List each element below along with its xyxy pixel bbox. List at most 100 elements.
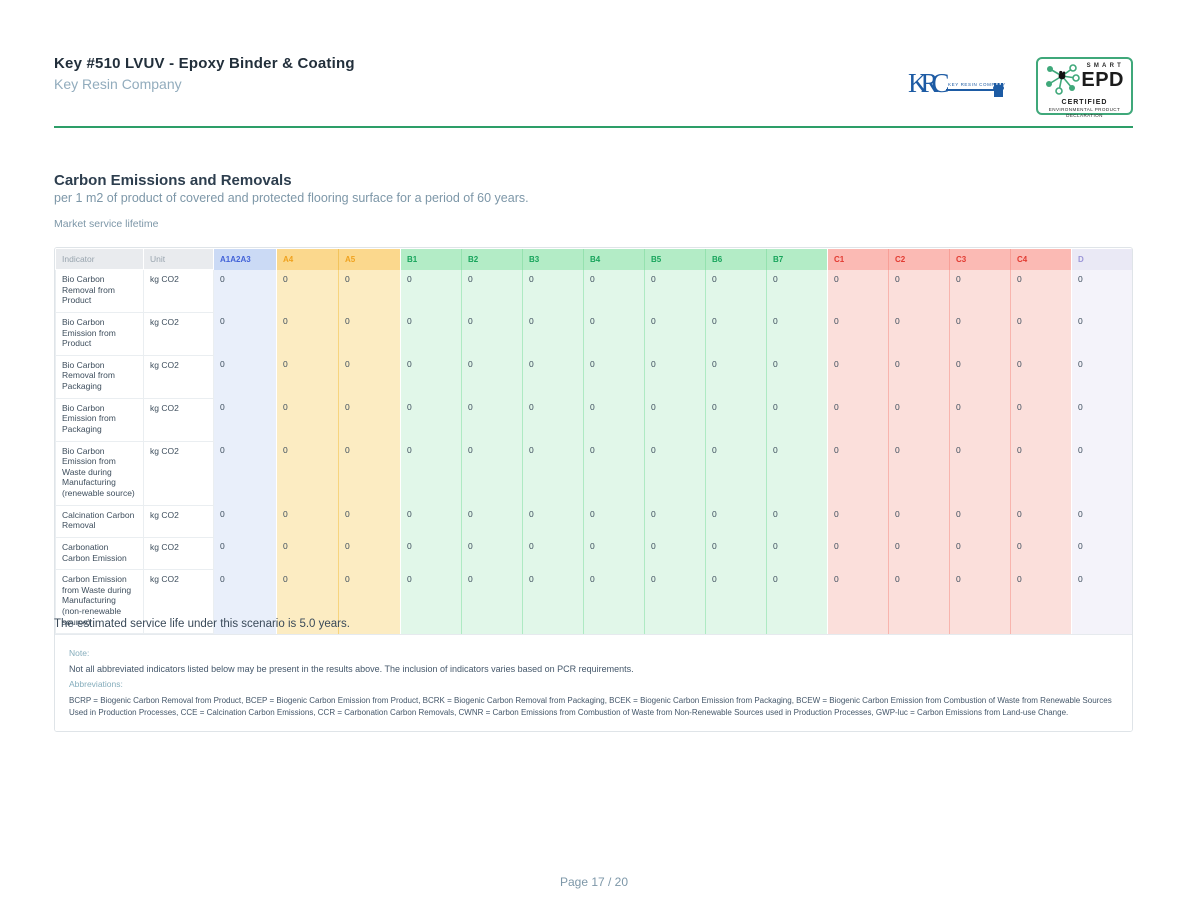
- service-life-text: The estimated service life under this sc…: [54, 618, 350, 630]
- value-cell-b2: 0: [461, 505, 523, 538]
- value-cell-b7: 0: [766, 569, 828, 634]
- value-cell-b5: 0: [644, 398, 706, 441]
- value-cell-c2: 0: [888, 569, 950, 634]
- value-cell-a1a2a3: 0: [213, 355, 277, 399]
- column-header-b4: B4: [583, 248, 645, 270]
- value-cell-b3: 0: [522, 569, 584, 634]
- value-cell-b2: 0: [461, 441, 523, 506]
- value-cell-c2: 0: [888, 269, 950, 313]
- value-cell-c4: 0: [1010, 441, 1072, 506]
- value-cell-d: 0: [1071, 505, 1132, 538]
- value-cell-b5: 0: [644, 537, 706, 570]
- abbreviations-text: BCRP = Biogenic Carbon Removal from Prod…: [69, 696, 1112, 717]
- value-cell-a4: 0: [276, 269, 339, 313]
- value-cell-b4: 0: [583, 569, 645, 634]
- value-cell-a5: 0: [338, 312, 401, 356]
- indicator-cell: Bio Carbon Removal from Product: [55, 269, 144, 313]
- value-cell-c3: 0: [949, 312, 1011, 356]
- value-cell-c3: 0: [949, 441, 1011, 506]
- value-cell-b3: 0: [522, 312, 584, 356]
- value-cell-c4: 0: [1010, 398, 1072, 441]
- value-cell-c2: 0: [888, 355, 950, 399]
- note-box: Note: Not all abbreviated indicators lis…: [55, 634, 1132, 732]
- value-cell-b3: 0: [522, 537, 584, 570]
- value-cell-b3: 0: [522, 441, 584, 506]
- value-cell-c1: 0: [827, 505, 889, 538]
- value-cell-b1: 0: [400, 441, 462, 506]
- value-cell-b2: 0: [461, 312, 523, 356]
- value-cell-a1a2a3: 0: [213, 569, 277, 634]
- krc-monogram: KRC: [908, 68, 949, 98]
- value-cell-b4: 0: [583, 355, 645, 399]
- value-cell-c4: 0: [1010, 312, 1072, 356]
- value-cell-c2: 0: [888, 398, 950, 441]
- unit-cell: kg CO2: [143, 354, 214, 399]
- column-header-b6: B6: [705, 248, 767, 270]
- value-cell-b7: 0: [766, 398, 828, 441]
- value-cell-c1: 0: [827, 398, 889, 441]
- value-cell-c1: 0: [827, 537, 889, 570]
- column-header-a5: A5: [338, 248, 401, 270]
- value-cell-a1a2a3: 0: [213, 312, 277, 356]
- value-cell-b7: 0: [766, 269, 828, 313]
- column-header-c3: C3: [949, 248, 1011, 270]
- value-cell-d: 0: [1071, 441, 1132, 506]
- value-cell-c2: 0: [888, 312, 950, 356]
- value-cell-c4: 0: [1010, 355, 1072, 399]
- epd-certified-text: CERTIFIED: [1061, 99, 1108, 106]
- value-cell-b5: 0: [644, 441, 706, 506]
- epd-molecule-icon: [1046, 64, 1080, 95]
- epd-smart-text: SMART: [1086, 63, 1124, 69]
- table-row: Calcination Carbon Removal kg CO2 0 0 0 0 0 0 0 0…: [55, 504, 1132, 538]
- unit-cell: kg CO2: [143, 440, 214, 506]
- indicator-cell: Bio Carbon Emission from Waste during Ma…: [55, 440, 144, 506]
- value-cell-c1: 0: [827, 312, 889, 356]
- krc-logo: KRC Key Resin Company: [908, 64, 1008, 112]
- value-cell-c1: 0: [827, 269, 889, 313]
- value-cell-b6: 0: [705, 398, 767, 441]
- value-cell-b4: 0: [583, 537, 645, 570]
- value-cell-b1: 0: [400, 355, 462, 399]
- value-cell-b7: 0: [766, 537, 828, 570]
- key-shaft-graphic: [946, 89, 998, 91]
- value-cell-b3: 0: [522, 505, 584, 538]
- value-cell-a1a2a3: 0: [213, 269, 277, 313]
- value-cell-d: 0: [1071, 537, 1132, 570]
- section-title: Carbon Emissions and Removals: [54, 172, 292, 189]
- value-cell-a4: 0: [276, 355, 339, 399]
- value-cell-d: 0: [1071, 269, 1132, 313]
- indicator-cell: Calcination Carbon Removal: [55, 504, 144, 538]
- value-cell-c1: 0: [827, 441, 889, 506]
- value-cell-c4: 0: [1010, 537, 1072, 570]
- epd-line1-text: ENVIRONMENTAL PRODUCT: [1048, 107, 1121, 112]
- value-cell-b3: 0: [522, 398, 584, 441]
- value-cell-a4: 0: [276, 537, 339, 570]
- table-row: Bio Carbon Removal from Product kg CO2 0 0 0…: [55, 269, 1132, 313]
- value-cell-d: 0: [1071, 569, 1132, 634]
- indicator-cell: Bio Carbon Emission from Product: [55, 311, 144, 356]
- value-cell-b1: 0: [400, 312, 462, 356]
- value-cell-c3: 0: [949, 569, 1011, 634]
- table-row: Bio Carbon Emission from Packaging kg CO2…: [55, 397, 1132, 442]
- column-header-b3: B3: [522, 248, 584, 270]
- value-cell-b2: 0: [461, 398, 523, 441]
- value-cell-a1a2a3: 0: [213, 505, 277, 538]
- column-header-b7: B7: [766, 248, 828, 270]
- value-cell-a1a2a3: 0: [213, 441, 277, 506]
- value-cell-c2: 0: [888, 537, 950, 570]
- value-cell-a1a2a3: 0: [213, 398, 277, 441]
- value-cell-a1a2a3: 0: [213, 537, 277, 570]
- value-cell-b6: 0: [705, 505, 767, 538]
- value-cell-b4: 0: [583, 398, 645, 441]
- value-cell-b5: 0: [644, 569, 706, 634]
- column-header-c4: C4: [1010, 248, 1072, 270]
- value-cell-d: 0: [1071, 398, 1132, 441]
- smart-epd-badge: SMART EPD CERTIFIED ENVIRONMENTAL PRODUC…: [1036, 57, 1133, 118]
- value-cell-b7: 0: [766, 312, 828, 356]
- value-cell-b1: 0: [400, 398, 462, 441]
- value-cell-b6: 0: [705, 312, 767, 356]
- value-cell-a4: 0: [276, 505, 339, 538]
- table-row: Bio Carbon Emission from Waste during Ma…: [55, 440, 1132, 506]
- value-cell-a5: 0: [338, 569, 401, 634]
